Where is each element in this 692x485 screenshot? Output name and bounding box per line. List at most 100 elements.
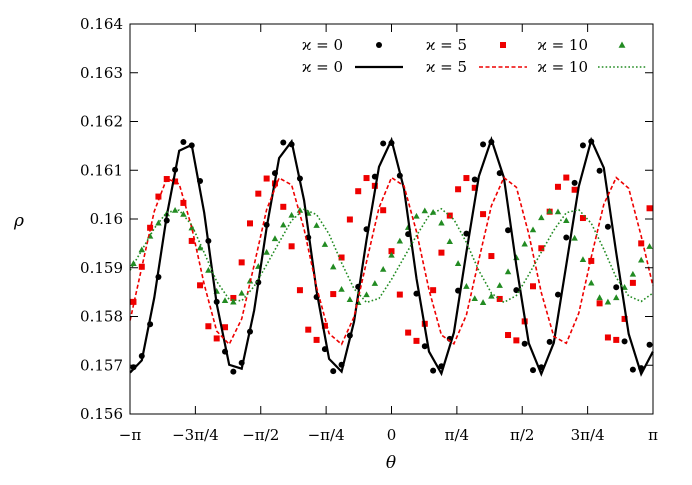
data-point (613, 284, 620, 291)
data-point (480, 211, 487, 218)
data-point (546, 338, 553, 345)
x-tick-label: −π/2 (242, 426, 279, 444)
data-point (405, 329, 412, 336)
y-tick-label: 0.163 (80, 64, 123, 82)
data-point (230, 298, 237, 305)
data-point (538, 214, 545, 221)
data-point (263, 175, 270, 182)
data-point (480, 141, 487, 148)
data-point (371, 280, 379, 286)
data-point (505, 332, 512, 339)
data-point (430, 287, 437, 294)
data-point (346, 216, 353, 223)
plot-marks (129, 136, 654, 377)
data-point (596, 300, 603, 307)
data-point (571, 186, 578, 193)
data-point (454, 260, 462, 266)
x-tick-label: −π/4 (308, 426, 345, 444)
data-point (296, 287, 303, 294)
series-line (129, 176, 654, 346)
data-point (513, 337, 520, 344)
data-point (488, 292, 495, 299)
data-point (205, 266, 212, 273)
x-tick-label: π/4 (445, 426, 469, 444)
data-point (604, 334, 611, 341)
data-point (263, 248, 270, 255)
data-point (446, 238, 453, 245)
data-point (488, 253, 495, 260)
y-tick-label: 0.157 (80, 356, 123, 374)
data-point (563, 234, 570, 241)
data-point (530, 283, 537, 290)
data-point (346, 296, 354, 303)
data-point (205, 323, 212, 330)
data-point (413, 212, 420, 219)
legend-label: ϰ = 0 (302, 58, 343, 76)
data-point (355, 188, 362, 195)
data-point (646, 205, 653, 212)
data-point (130, 298, 137, 305)
data-point (563, 217, 570, 224)
legend-label: ϰ = 10 (537, 36, 588, 54)
y-tick-label: 0.162 (80, 113, 123, 131)
data-point (280, 221, 287, 228)
data-point (438, 219, 445, 226)
legend-label: ϰ = 5 (426, 36, 467, 54)
data-point (396, 237, 404, 244)
legend-marker-sample (500, 42, 506, 48)
data-point (413, 337, 420, 344)
data-point (529, 226, 537, 233)
data-point (171, 207, 179, 213)
data-point (338, 254, 345, 261)
legend-label: ϰ = 5 (426, 58, 467, 76)
data-point (379, 265, 387, 272)
y-tick-label: 0.159 (80, 259, 123, 277)
data-point (388, 248, 395, 255)
data-point (629, 366, 636, 373)
data-point (430, 367, 437, 374)
series-2 (130, 207, 653, 305)
legend-label: ϰ = 10 (537, 58, 588, 76)
data-point (604, 298, 612, 305)
data-point (538, 245, 545, 252)
data-point (638, 240, 645, 247)
data-point (471, 176, 478, 183)
data-point (613, 294, 620, 301)
y-tick-label: 0.158 (80, 308, 123, 326)
data-point (221, 297, 229, 303)
data-point (188, 224, 195, 231)
data-point (613, 336, 620, 343)
series-1 (130, 174, 653, 344)
data-point (455, 186, 462, 193)
data-point (579, 215, 586, 222)
x-tick-label: 0 (387, 426, 397, 444)
data-point (521, 240, 528, 247)
data-point (222, 324, 229, 331)
data-point (588, 279, 595, 286)
data-point (155, 193, 162, 200)
data-point (646, 243, 653, 249)
data-point (321, 322, 328, 329)
data-point (621, 338, 628, 345)
data-point (471, 295, 478, 302)
data-point (230, 294, 237, 301)
data-point (554, 183, 561, 190)
series-3 (129, 136, 654, 377)
data-point (280, 203, 287, 210)
series-line (129, 207, 654, 304)
data-point (596, 294, 603, 301)
data-point (504, 268, 512, 275)
x-tick-label: 3π/4 (571, 426, 605, 444)
data-point (288, 211, 295, 218)
y-tick-label: 0.164 (80, 15, 123, 33)
data-point (305, 326, 312, 333)
data-point (288, 243, 295, 250)
series-line (129, 136, 654, 377)
data-point (330, 291, 337, 298)
data-point (571, 179, 578, 186)
data-point (579, 256, 587, 263)
data-point (463, 283, 470, 289)
data-point (238, 289, 245, 296)
y-axis-label: ρ (13, 211, 24, 231)
data-point (172, 178, 179, 185)
